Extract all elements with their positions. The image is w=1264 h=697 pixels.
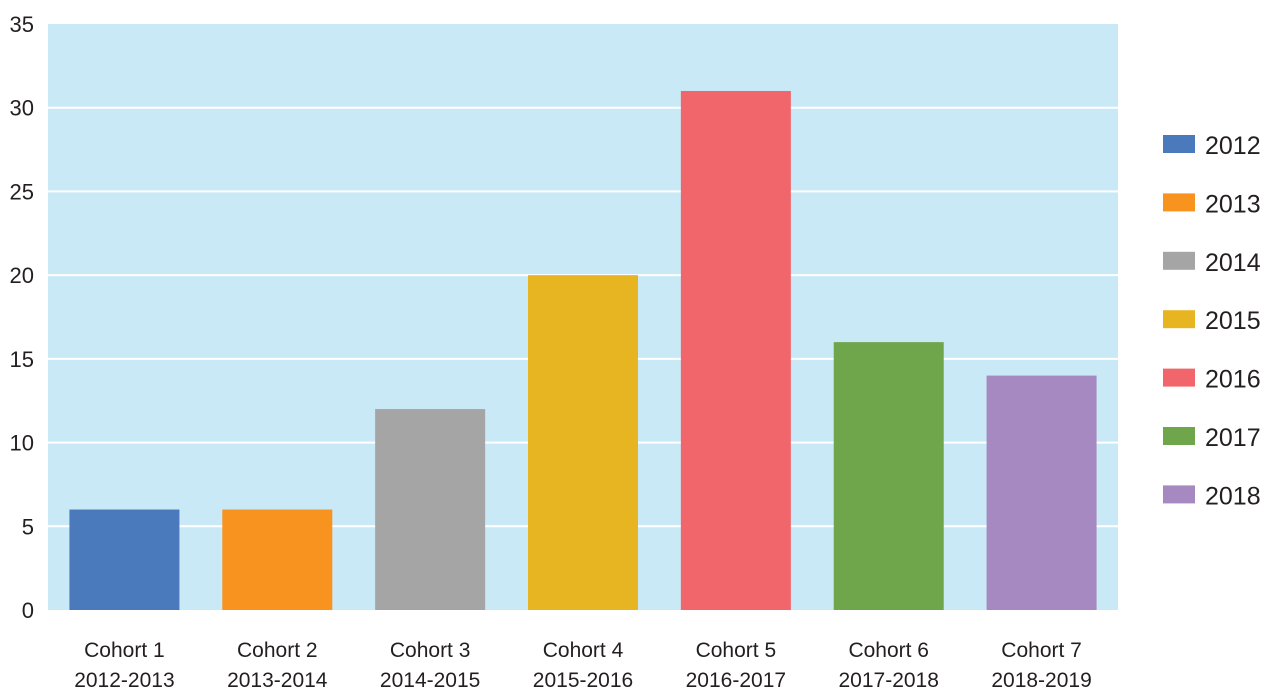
x-category-label-line: Cohort 7 xyxy=(1001,639,1082,662)
x-category-label: Cohort 6 2017-2018 xyxy=(838,639,938,692)
bars xyxy=(69,90,1097,610)
bar-2013 xyxy=(222,509,333,610)
y-tick-label: 5 xyxy=(22,514,34,539)
y-tick-label: 0 xyxy=(22,598,34,623)
y-tick-label: 35 xyxy=(10,12,34,37)
legend-label: 2018 xyxy=(1205,482,1261,510)
legend-item-2017: 2017 xyxy=(1163,424,1261,452)
bar-2012 xyxy=(69,509,180,610)
legend-item-2016: 2016 xyxy=(1163,366,1261,394)
y-tick-label: 10 xyxy=(10,431,34,456)
x-category-label-line: 2017-2018 xyxy=(838,669,938,692)
x-category-label: Cohort 7 2018-2019 xyxy=(991,639,1091,692)
legend-label: 2016 xyxy=(1205,366,1261,394)
legend-item-2013: 2013 xyxy=(1163,190,1261,218)
bar-2015 xyxy=(528,275,638,610)
x-category-label: Cohort 5 2016-2017 xyxy=(686,639,786,692)
legend: 2012 2013 2014 2015 2016 2017 2018 xyxy=(1163,132,1261,510)
x-category-label-line: 2015-2016 xyxy=(533,669,633,692)
x-category-label-line: 2016-2017 xyxy=(686,669,786,692)
legend-swatch xyxy=(1163,427,1195,445)
legend-swatch xyxy=(1163,485,1195,504)
legend-swatch xyxy=(1163,368,1195,387)
legend-swatch xyxy=(1163,310,1195,329)
x-category-label: Cohort 2 2013-2014 xyxy=(227,639,328,692)
bar-2014 xyxy=(375,409,486,610)
y-tick-label: 25 xyxy=(10,179,34,204)
x-category-label-line: Cohort 4 xyxy=(543,639,624,662)
x-category-label: Cohort 1 2012-2013 xyxy=(74,639,174,692)
x-category-label-line: 2012-2013 xyxy=(74,669,174,692)
x-category-label-line: 2014-2015 xyxy=(380,669,480,692)
x-category-label-line: Cohort 3 xyxy=(390,639,471,662)
y-tick-label: 15 xyxy=(10,347,34,372)
legend-item-2014: 2014 xyxy=(1163,249,1261,277)
y-tick-label: 20 xyxy=(10,263,34,288)
legend-swatch xyxy=(1163,251,1195,270)
x-category-label-line: Cohort 5 xyxy=(696,639,777,662)
legend-item-2012: 2012 xyxy=(1163,132,1261,160)
legend-swatch xyxy=(1163,193,1195,212)
x-category-label-line: 2013-2014 xyxy=(227,669,328,692)
y-axis-tick-labels: 0 5 10 15 20 25 30 35 xyxy=(10,12,34,623)
bar-2018 xyxy=(986,375,1097,610)
y-tick-label: 30 xyxy=(10,96,34,121)
legend-label: 2013 xyxy=(1205,190,1261,218)
legend-swatch xyxy=(1163,135,1195,153)
legend-label: 2014 xyxy=(1205,249,1261,277)
legend-label: 2017 xyxy=(1205,424,1261,452)
bar-2017 xyxy=(833,342,944,610)
legend-item-2018: 2018 xyxy=(1163,482,1261,510)
x-category-label-line: Cohort 6 xyxy=(848,639,929,662)
x-category-label-line: 2018-2019 xyxy=(991,669,1091,692)
bar-2016 xyxy=(680,90,791,610)
legend-label: 2015 xyxy=(1205,307,1261,335)
x-category-label-line: Cohort 2 xyxy=(237,639,318,662)
x-category-label-line: Cohort 1 xyxy=(84,639,165,662)
legend-label: 2012 xyxy=(1205,132,1261,160)
x-category-label: Cohort 3 2014-2015 xyxy=(380,639,480,692)
legend-item-2015: 2015 xyxy=(1163,307,1261,335)
x-category-label: Cohort 4 2015-2016 xyxy=(533,639,633,692)
